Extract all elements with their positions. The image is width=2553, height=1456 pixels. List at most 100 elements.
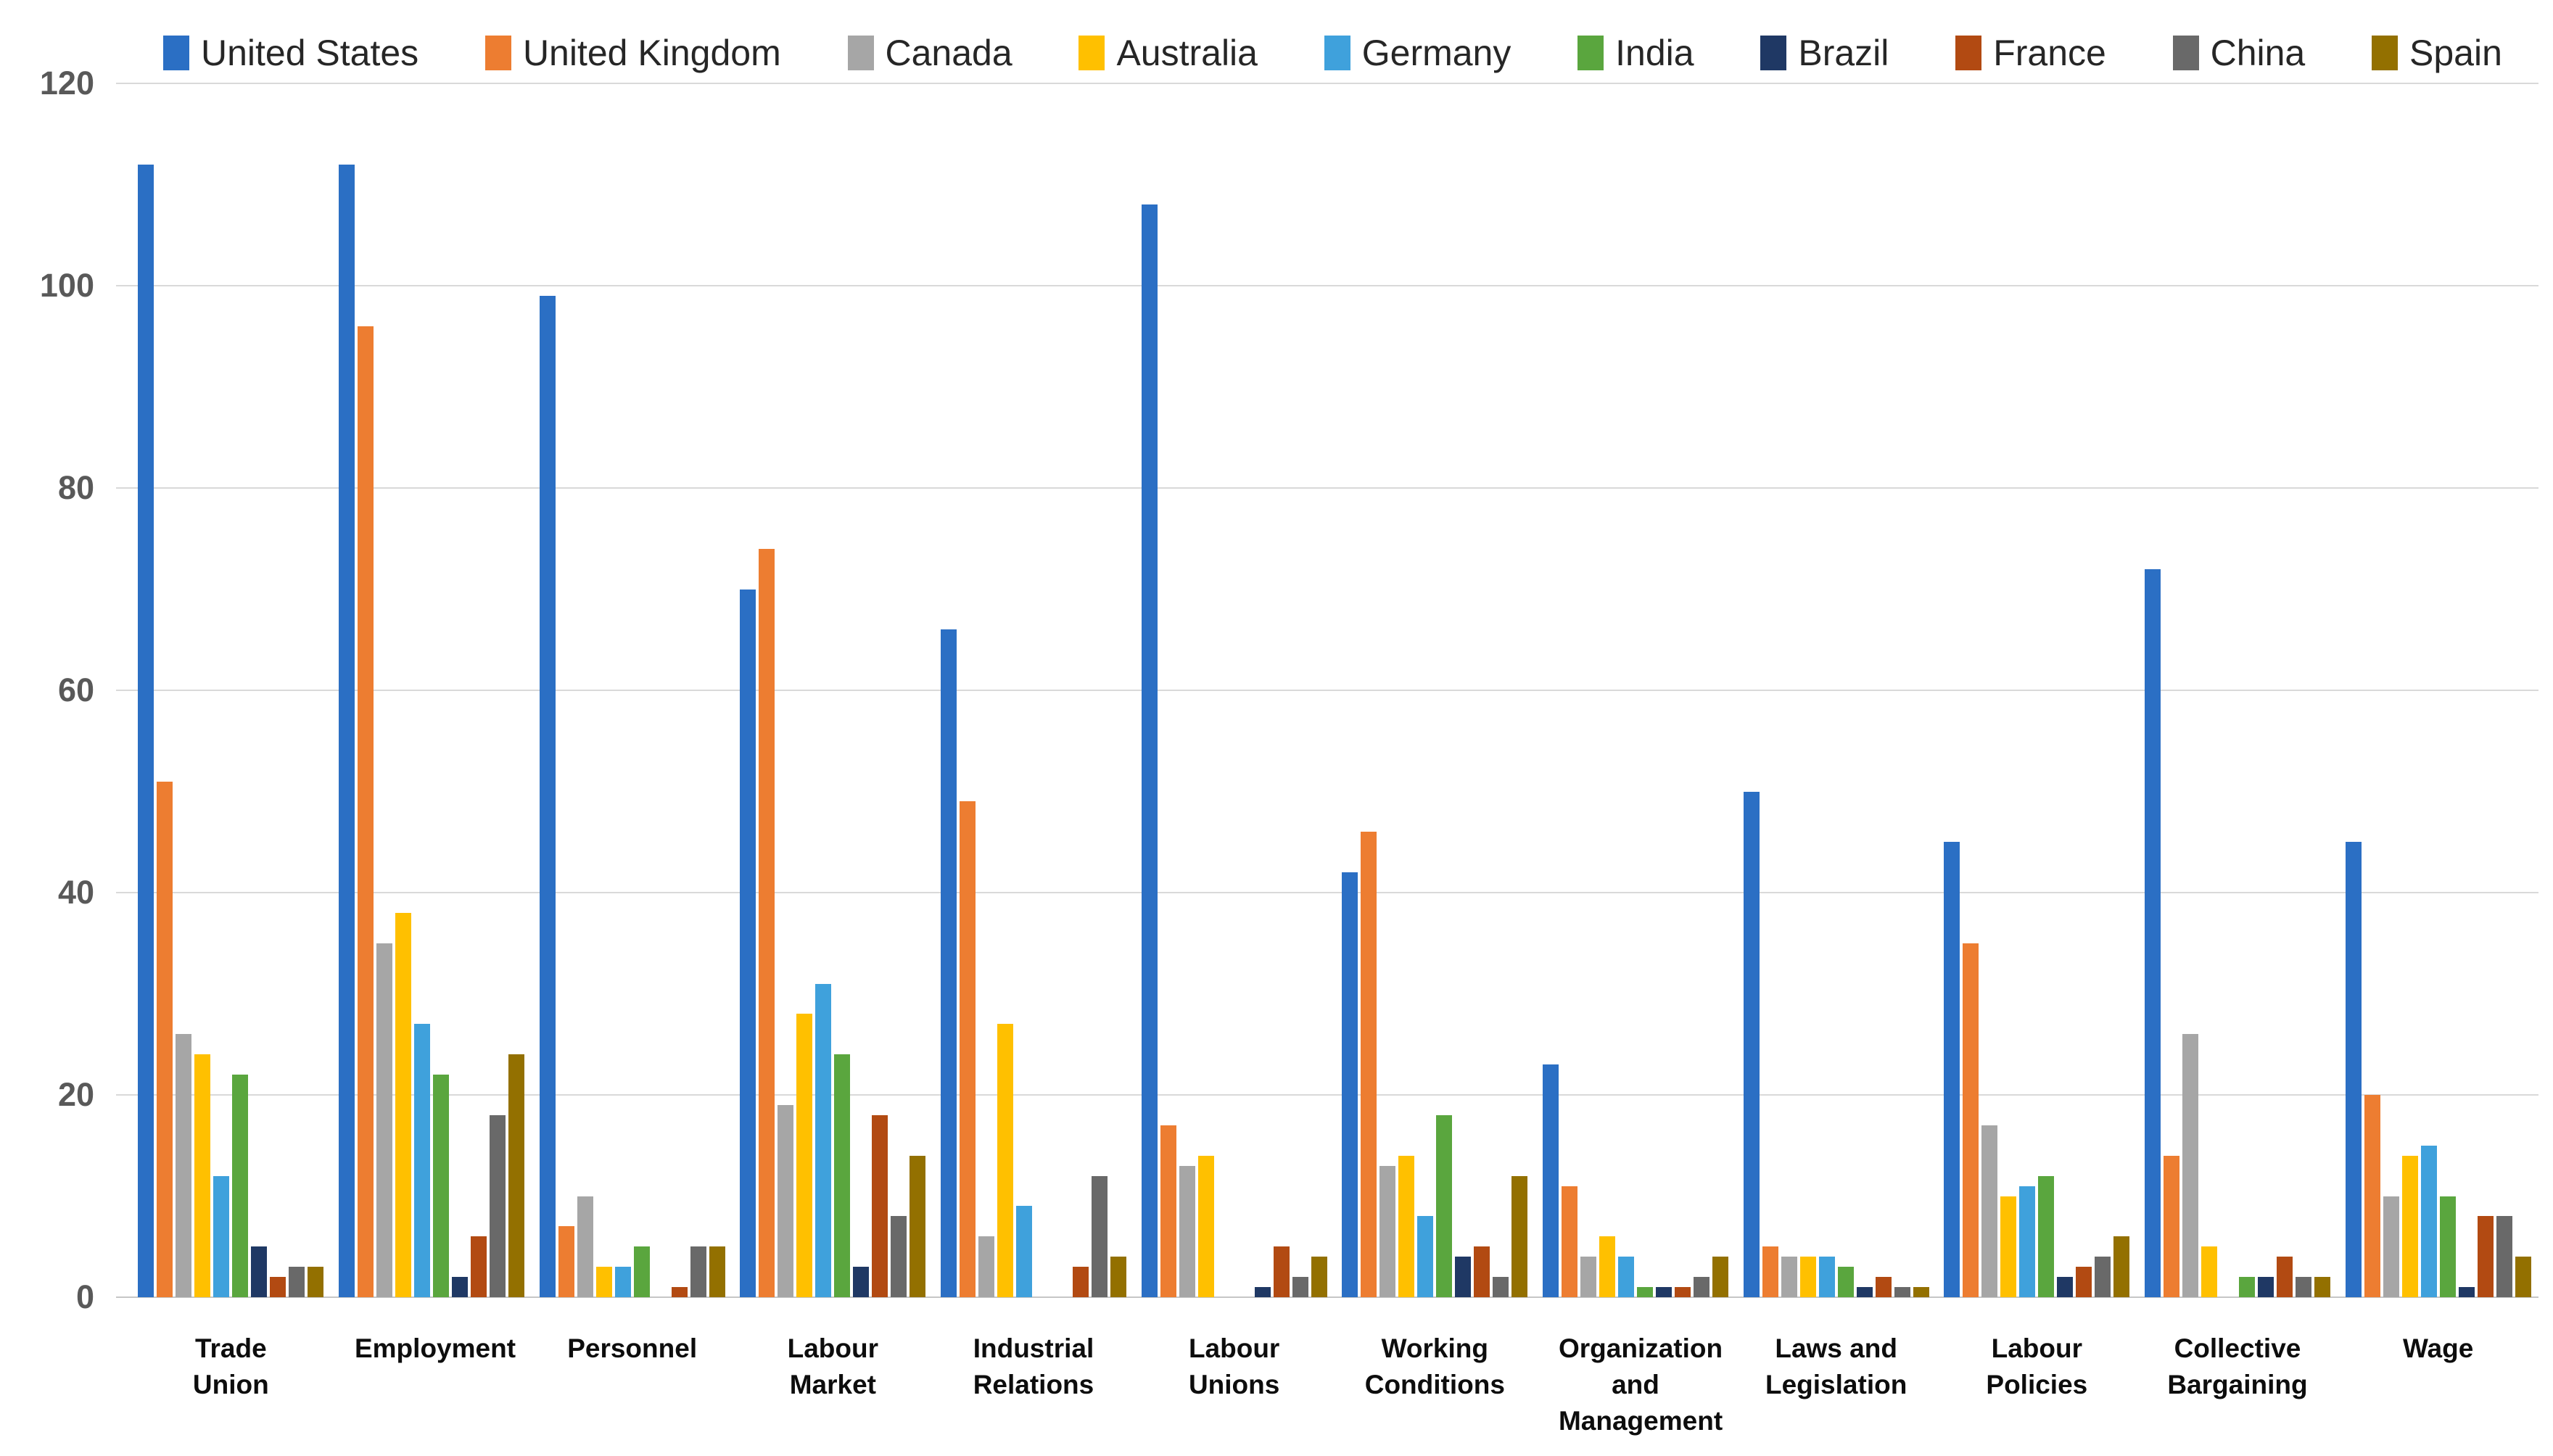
bar	[1091, 1175, 1108, 1297]
bar-group-4	[933, 83, 1134, 1297]
legend-label: Australia	[1116, 33, 1258, 73]
bar	[157, 781, 173, 1297]
legend-swatch	[163, 36, 189, 70]
x-axis-line	[116, 1296, 2538, 1298]
bar	[539, 295, 556, 1297]
bar	[1379, 1165, 1396, 1297]
bar-group-9	[1937, 83, 2137, 1297]
bar	[376, 943, 392, 1297]
legend-label: United Kingdom	[522, 33, 781, 73]
bar	[1072, 1267, 1089, 1297]
legend-item-united-kingdom: United Kingdom	[484, 32, 781, 74]
bar	[671, 1287, 688, 1297]
bar	[815, 983, 832, 1297]
legend-label: Brazil	[1798, 33, 1889, 73]
bar	[2019, 1186, 2036, 1297]
bar	[1179, 1165, 1195, 1297]
bar	[740, 589, 756, 1297]
bar	[709, 1246, 725, 1297]
bar	[1963, 943, 1979, 1297]
legend-swatch	[1577, 36, 1604, 70]
bar	[1636, 1287, 1653, 1297]
legend-swatch	[1324, 36, 1350, 70]
chart-legend: United States United Kingdom Canada Austral…	[163, 20, 2502, 86]
bar	[940, 629, 957, 1297]
bar	[2364, 1095, 2380, 1297]
bar	[1398, 1155, 1415, 1297]
legend-item-china: China	[2172, 32, 2306, 74]
x-category-label: Labour Unions	[1188, 1333, 1280, 1399]
legend-label: China	[2210, 33, 2306, 73]
bar	[614, 1267, 631, 1297]
x-category-label: Personnel	[567, 1333, 698, 1363]
bar	[2076, 1267, 2092, 1297]
legend-label: Canada	[885, 33, 1012, 73]
bar	[2113, 1236, 2130, 1297]
bar	[2314, 1277, 2330, 1297]
bar-group-11	[2338, 83, 2538, 1297]
bar	[872, 1114, 888, 1297]
gridline-120	[116, 83, 2538, 84]
bar	[1292, 1277, 1308, 1297]
bar	[395, 912, 411, 1297]
legend-label: Germany	[1361, 33, 1511, 73]
legend-item-india: India	[1577, 32, 1694, 74]
bar	[1197, 1155, 1214, 1297]
gridline-100	[116, 285, 2538, 286]
bar	[1818, 1257, 1835, 1297]
bar	[1361, 832, 1377, 1297]
bar	[1110, 1257, 1126, 1297]
x-category-label: Working Conditions	[1364, 1333, 1505, 1399]
x-category-label: Trade Union	[192, 1333, 269, 1399]
bar	[1693, 1277, 1709, 1297]
bar	[508, 1054, 524, 1297]
bar	[1944, 842, 1960, 1297]
bar	[2238, 1277, 2255, 1297]
gridline-80	[116, 487, 2538, 489]
bar	[978, 1236, 994, 1297]
x-category-label: Employment	[354, 1333, 516, 1363]
bar	[2439, 1196, 2456, 1297]
legend-swatch	[1955, 36, 1982, 70]
bar	[1273, 1246, 1290, 1297]
legend-label: India	[1615, 33, 1694, 73]
bar	[633, 1246, 650, 1297]
bar	[778, 1104, 794, 1297]
gridline-40	[116, 892, 2538, 893]
legend-item-germany: Germany	[1324, 32, 1511, 74]
x-category-label: Labour Policies	[1986, 1333, 2088, 1399]
bar	[2345, 842, 2362, 1297]
bar	[1674, 1287, 1691, 1297]
bar	[451, 1277, 468, 1297]
bar	[2383, 1196, 2399, 1297]
bar	[1580, 1257, 1596, 1297]
legend-label: Spain	[2409, 33, 2502, 73]
bar	[1875, 1277, 1892, 1297]
bar	[2163, 1155, 2179, 1297]
gridline-60	[116, 690, 2538, 691]
bar-group-10	[2137, 83, 2338, 1297]
bar	[1417, 1216, 1434, 1297]
bar	[213, 1175, 230, 1297]
bar	[232, 1075, 249, 1297]
bar	[1254, 1287, 1271, 1297]
y-tick-label-120: 120	[39, 65, 94, 102]
bar	[1160, 1125, 1176, 1297]
x-category-label: Wage	[2403, 1333, 2474, 1363]
bar	[1856, 1287, 1873, 1297]
bar	[2276, 1257, 2293, 1297]
bar	[1561, 1186, 1577, 1297]
bar	[2496, 1216, 2512, 1297]
bar	[308, 1267, 324, 1297]
bar	[1712, 1257, 1728, 1297]
bar-group-1	[331, 83, 532, 1297]
bar	[1981, 1125, 1998, 1297]
legend-swatch	[484, 36, 511, 70]
y-tick-label-0: 0	[75, 1278, 94, 1315]
bar	[2201, 1246, 2217, 1297]
bar	[2257, 1277, 2274, 1297]
bar	[1837, 1267, 1854, 1297]
bar	[270, 1277, 286, 1297]
legend-swatch	[847, 36, 874, 70]
bar	[2515, 1257, 2531, 1297]
